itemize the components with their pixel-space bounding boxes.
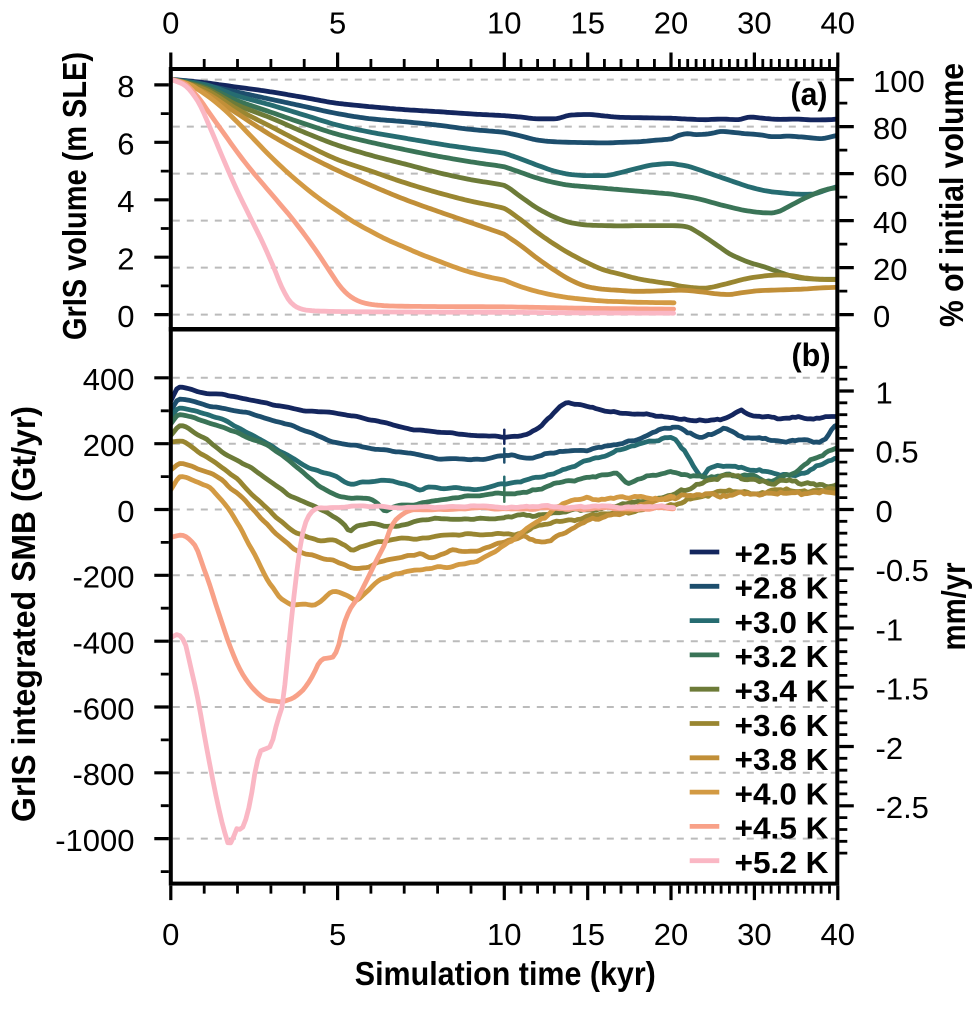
svg-text:-200: -200: [72, 560, 134, 595]
svg-text:-2.5: -2.5: [876, 790, 929, 825]
svg-text:-1.5: -1.5: [876, 672, 929, 707]
svg-text:+3.0 K: +3.0 K: [735, 605, 830, 640]
svg-text:+5.2 K: +5.2 K: [735, 845, 830, 880]
svg-text:200: 200: [83, 428, 135, 463]
svg-text:60: 60: [873, 158, 907, 193]
svg-text:% of initial volume: % of initial volume: [933, 63, 970, 327]
svg-text:40: 40: [821, 917, 855, 952]
svg-text:2: 2: [117, 242, 134, 277]
svg-text:0: 0: [162, 917, 179, 952]
svg-text:6: 6: [117, 127, 134, 162]
svg-text:0: 0: [117, 494, 134, 529]
svg-text:+3.6 K: +3.6 K: [735, 708, 830, 743]
svg-text:4: 4: [117, 184, 134, 219]
svg-text:1: 1: [876, 375, 893, 410]
svg-text:30: 30: [737, 6, 771, 41]
svg-text:20: 20: [654, 917, 688, 952]
svg-text:0: 0: [873, 299, 890, 334]
svg-text:0: 0: [876, 494, 893, 529]
svg-text:15: 15: [570, 6, 604, 41]
svg-text:10: 10: [487, 917, 521, 952]
svg-text:40: 40: [821, 6, 855, 41]
svg-text:GrIS volume (m SLE): GrIS volume (m SLE): [56, 52, 93, 340]
svg-text:+3.2 K: +3.2 K: [735, 639, 830, 674]
svg-text:-0.5: -0.5: [876, 553, 929, 588]
svg-text:100: 100: [873, 64, 925, 99]
svg-text:GrIS integrated SMB (Gt/yr): GrIS integrated SMB (Gt/yr): [5, 406, 42, 822]
svg-text:30: 30: [737, 917, 771, 952]
svg-text:10: 10: [487, 6, 521, 41]
svg-text:0.5: 0.5: [876, 435, 919, 470]
svg-text:5: 5: [329, 917, 346, 952]
svg-text:Simulation time (kyr): Simulation time (kyr): [355, 955, 656, 992]
svg-text:-800: -800: [72, 757, 134, 792]
svg-text:-2: -2: [876, 731, 904, 766]
svg-text:80: 80: [873, 111, 907, 146]
svg-text:+4.5 K: +4.5 K: [735, 811, 830, 846]
svg-text:+4.0 K: +4.0 K: [735, 776, 830, 811]
svg-text:+3.8 K: +3.8 K: [735, 742, 830, 777]
svg-text:+2.8 K: +2.8 K: [735, 571, 830, 606]
svg-text:20: 20: [654, 6, 688, 41]
svg-text:8: 8: [117, 69, 134, 104]
svg-text:400: 400: [83, 362, 135, 397]
svg-text:20: 20: [873, 252, 907, 287]
svg-text:-1000: -1000: [55, 823, 134, 858]
svg-text:+3.4 K: +3.4 K: [735, 674, 830, 709]
svg-text:15: 15: [570, 917, 604, 952]
svg-text:-1: -1: [876, 612, 904, 647]
svg-text:(b): (b): [792, 337, 831, 373]
svg-text:40: 40: [873, 205, 907, 240]
svg-text:-400: -400: [72, 626, 134, 661]
svg-text:mm/yr: mm/yr: [935, 562, 972, 650]
svg-text:+2.5 K: +2.5 K: [735, 536, 830, 571]
svg-text:-600: -600: [72, 691, 134, 726]
svg-text:5: 5: [329, 6, 346, 41]
svg-text:(a): (a): [791, 76, 828, 112]
svg-text:0: 0: [162, 6, 179, 41]
svg-text:0: 0: [117, 299, 134, 334]
